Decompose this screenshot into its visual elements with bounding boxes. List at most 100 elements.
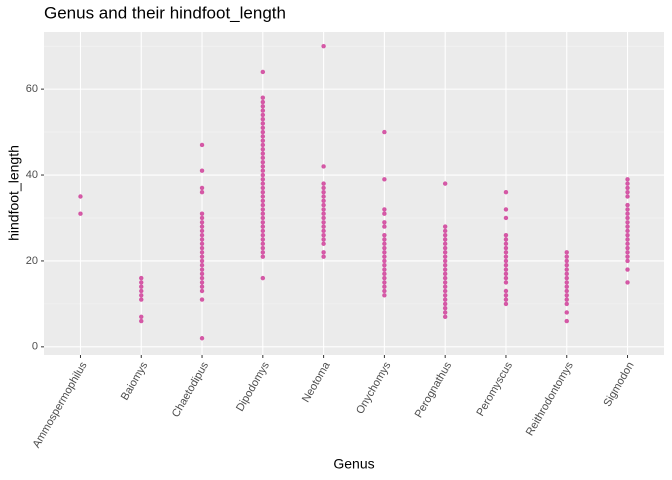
point bbox=[321, 215, 326, 221]
point bbox=[625, 267, 630, 272]
point bbox=[260, 129, 266, 135]
point bbox=[442, 271, 448, 277]
y-axis-label: hindfoot_length bbox=[6, 145, 22, 241]
point bbox=[260, 121, 266, 126]
point bbox=[199, 271, 205, 277]
point bbox=[199, 220, 205, 225]
point bbox=[382, 211, 387, 216]
point bbox=[503, 254, 509, 259]
point bbox=[564, 297, 569, 302]
point bbox=[442, 284, 448, 289]
point bbox=[382, 254, 387, 259]
point bbox=[382, 258, 387, 264]
point bbox=[260, 147, 266, 152]
point bbox=[199, 245, 205, 251]
point bbox=[564, 254, 569, 259]
point bbox=[503, 190, 509, 195]
point bbox=[260, 155, 266, 161]
point bbox=[260, 116, 266, 122]
point bbox=[260, 190, 266, 195]
point bbox=[260, 245, 266, 251]
point bbox=[442, 228, 448, 234]
x-tick-label: Baiomys bbox=[119, 360, 151, 403]
point bbox=[260, 164, 266, 169]
point bbox=[260, 125, 266, 130]
point bbox=[260, 224, 266, 229]
point bbox=[321, 198, 326, 204]
point bbox=[199, 241, 205, 246]
point bbox=[321, 232, 326, 238]
point bbox=[503, 297, 509, 302]
point bbox=[199, 185, 205, 191]
point bbox=[382, 220, 387, 225]
point bbox=[139, 275, 144, 281]
point bbox=[625, 280, 630, 285]
point bbox=[625, 258, 630, 264]
point bbox=[199, 275, 205, 281]
point bbox=[260, 194, 266, 199]
point bbox=[139, 293, 144, 298]
point bbox=[382, 207, 387, 212]
point bbox=[503, 207, 509, 212]
point bbox=[442, 263, 448, 268]
y-tick-label: 40 bbox=[26, 169, 38, 181]
point bbox=[199, 228, 205, 234]
point bbox=[442, 293, 448, 298]
point bbox=[442, 181, 448, 186]
point bbox=[503, 232, 509, 238]
x-tick-label: Dipodomys bbox=[234, 360, 272, 414]
point bbox=[321, 224, 326, 229]
point bbox=[260, 250, 266, 255]
point bbox=[260, 112, 266, 118]
point bbox=[503, 250, 509, 255]
point bbox=[442, 241, 448, 246]
point bbox=[382, 288, 387, 294]
point bbox=[199, 237, 205, 242]
point bbox=[503, 245, 509, 251]
point bbox=[199, 284, 205, 289]
y-tick-label: 0 bbox=[32, 341, 38, 353]
point bbox=[260, 151, 266, 156]
point bbox=[564, 288, 569, 294]
point bbox=[260, 275, 266, 281]
point bbox=[564, 250, 569, 255]
point bbox=[442, 310, 448, 315]
point bbox=[625, 190, 630, 195]
point bbox=[260, 232, 266, 238]
point bbox=[199, 258, 205, 264]
point bbox=[564, 293, 569, 298]
point bbox=[503, 237, 509, 242]
point bbox=[260, 215, 266, 221]
point bbox=[564, 318, 569, 324]
point bbox=[260, 104, 266, 109]
point bbox=[199, 211, 205, 216]
point bbox=[199, 168, 205, 173]
point bbox=[442, 301, 448, 307]
point bbox=[199, 267, 205, 272]
point bbox=[321, 254, 326, 259]
point bbox=[564, 267, 569, 272]
point bbox=[442, 245, 448, 251]
point bbox=[260, 177, 266, 182]
point bbox=[321, 211, 326, 216]
point bbox=[564, 271, 569, 277]
point bbox=[625, 181, 630, 186]
point bbox=[199, 232, 205, 238]
point bbox=[382, 245, 387, 251]
point bbox=[260, 99, 266, 105]
point bbox=[625, 254, 630, 259]
point bbox=[564, 280, 569, 285]
point bbox=[321, 194, 326, 199]
point bbox=[78, 194, 83, 199]
point bbox=[442, 232, 448, 238]
point bbox=[321, 202, 326, 208]
point bbox=[382, 224, 387, 229]
point bbox=[321, 237, 326, 242]
point bbox=[442, 250, 448, 255]
point bbox=[260, 220, 266, 225]
point bbox=[260, 185, 266, 191]
point bbox=[564, 263, 569, 268]
point bbox=[442, 254, 448, 259]
point bbox=[260, 207, 266, 212]
point bbox=[139, 318, 144, 324]
